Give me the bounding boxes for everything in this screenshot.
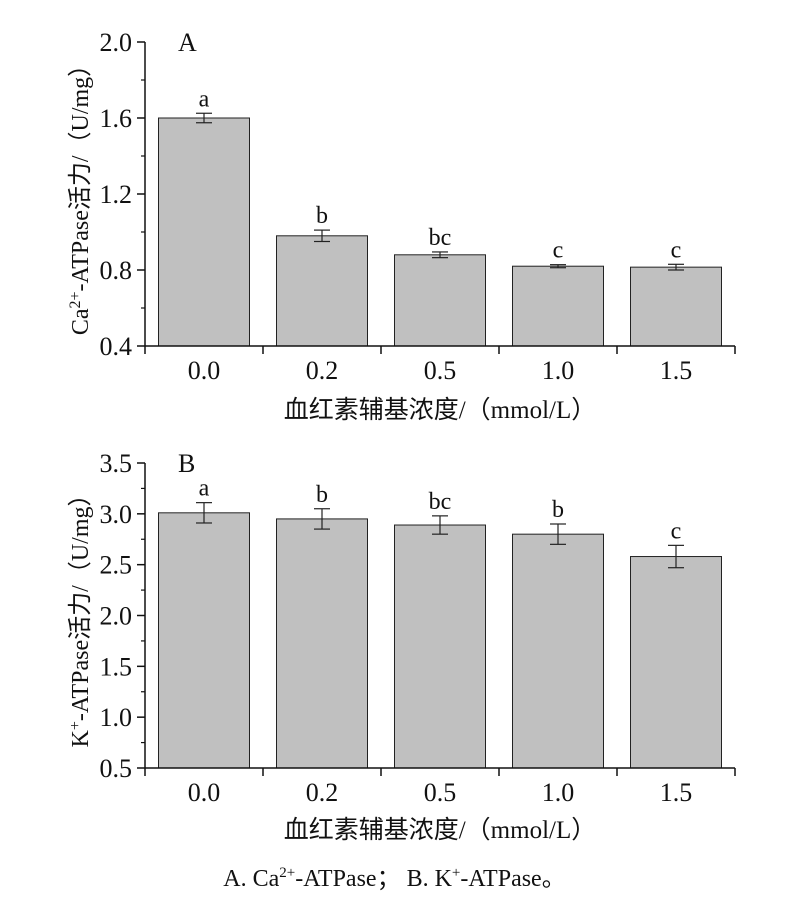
y-axis-label-prefix: Ca [68, 308, 94, 335]
y-axis-label-prefix: K [68, 730, 94, 748]
panel-a: a b bc c c 0.4 0.8 1.2 1.6 2.0 0.0 0.2 0.5 1.0 1.5 A 血红素… [67, 28, 736, 424]
panel-label: A [178, 28, 197, 57]
caption-b-sup: + [451, 865, 461, 881]
significance-letter: b [316, 482, 328, 508]
figure-caption: A. Ca2+-ATPase； B. K+-ATPase。 [0, 858, 789, 893]
panel-b: a b bc bc0.51.01.52.02.53.03.50.0 0.2 0.5 1.0 1… [67, 449, 736, 844]
x-tick-label: 1.0 [542, 356, 575, 385]
x-tick-label: 1.5 [660, 356, 693, 385]
x-tick-label: 1.0 [542, 778, 575, 807]
y-axis-label-suffix: -ATPase活力/（U/mg） [67, 482, 94, 721]
x-tick-label: 1.5 [660, 778, 693, 807]
y-tick-label: 1.0 [100, 703, 133, 732]
significance-letter: bc [429, 225, 452, 251]
bar [158, 117, 250, 347]
bar [158, 512, 250, 769]
y-axis-label-suffix: -ATPase活力/（U/mg） [67, 53, 94, 292]
significance-letter: b [552, 497, 564, 523]
y-axis-label: Ca2+-ATPase活力/（U/mg） [67, 53, 95, 335]
x-axis-label: 血红素辅基浓度/（mmol/L） [284, 396, 597, 424]
caption-a-prefix: A. Ca [223, 866, 280, 892]
y-axis-label: K+-ATPase活力/（U/mg） [67, 482, 95, 747]
x-tick-label: 0.2 [306, 356, 339, 385]
y-tick-label: 2.0 [100, 602, 133, 631]
bar [276, 235, 368, 347]
caption-b-prefix: B. K [400, 866, 452, 892]
y-tick-label: 3.0 [100, 500, 133, 529]
significance-letter: c [671, 237, 682, 263]
x-tick-label: 0.5 [424, 778, 457, 807]
bar [630, 556, 722, 769]
bar [394, 524, 486, 769]
y-tick-label: 0.4 [100, 332, 133, 361]
y-tick-label: 2.5 [100, 551, 133, 580]
y-tick-label: 0.8 [100, 256, 133, 285]
bar [512, 265, 604, 347]
y-tick-label: 1.6 [100, 104, 133, 133]
caption-a-suffix: -ATPase； [295, 866, 401, 892]
x-tick-label: 0.5 [424, 356, 457, 385]
y-tick-label: 1.5 [100, 652, 133, 681]
bar [394, 254, 486, 347]
significance-letter: a [199, 86, 210, 112]
x-tick-label: 0.0 [188, 778, 221, 807]
y-axis-label-sup: 2+ [67, 291, 84, 308]
caption-a-sup: 2+ [279, 865, 296, 881]
y-tick-label: 2.0 [100, 28, 133, 57]
caption-b-suffix: -ATPase。 [460, 866, 566, 892]
y-tick-label: 3.5 [100, 449, 133, 478]
significance-letter: c [553, 238, 564, 264]
x-tick-label: 0.0 [188, 356, 221, 385]
bar [276, 518, 368, 769]
panel-label: B [178, 449, 195, 478]
bar [512, 533, 604, 769]
y-axis-label-sup: + [67, 721, 84, 730]
x-tick-label: 0.2 [306, 778, 339, 807]
y-tick-label: 1.2 [100, 180, 133, 209]
bar [630, 266, 722, 347]
x-axis-label: 血红素辅基浓度/（mmol/L） [284, 816, 597, 844]
significance-letter: a [199, 476, 210, 502]
y-tick-label: 0.5 [100, 754, 133, 783]
significance-letter: c [671, 518, 682, 544]
significance-letter: b [316, 203, 328, 229]
significance-letter: bc [429, 489, 452, 515]
